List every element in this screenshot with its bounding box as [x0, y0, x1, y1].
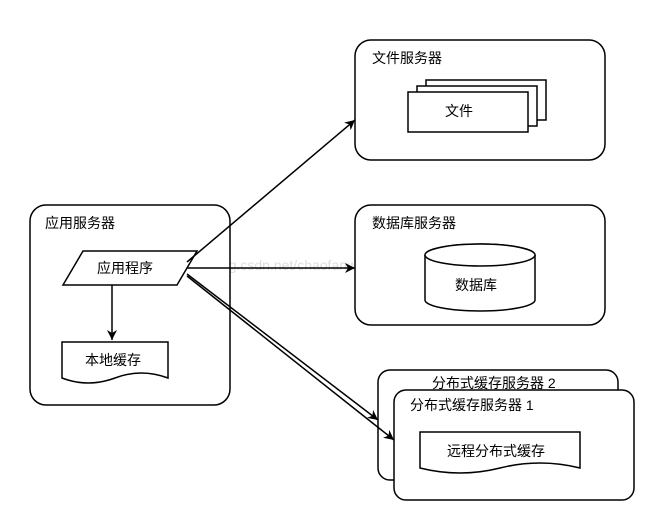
file-server-label: 文件服务器 — [372, 50, 442, 66]
application-program-label: 应用程序 — [97, 260, 153, 276]
database-label: 数据库 — [455, 277, 497, 293]
local-cache-label: 本地缓存 — [85, 352, 141, 368]
app-server-label: 应用服务器 — [45, 215, 115, 231]
remote-cache-label: 远程分布式缓存 — [447, 443, 545, 459]
app-server-box — [30, 205, 230, 405]
cache-server2-label: 分布式缓存服务器 2 — [432, 375, 556, 391]
cache-server1-label: 分布式缓存服务器 1 — [410, 397, 534, 413]
db-server-label: 数据库服务器 — [372, 215, 456, 231]
file-label: 文件 — [445, 103, 473, 119]
edge-app-to-file — [187, 120, 355, 262]
